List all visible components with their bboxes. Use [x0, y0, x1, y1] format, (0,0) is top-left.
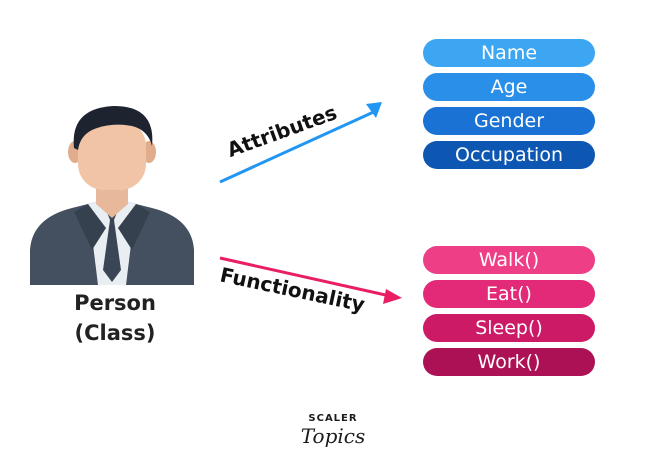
attribute-pill-name: Name: [423, 39, 595, 67]
method-pill-sleep: Sleep(): [423, 314, 595, 342]
scaler-topics-logo: SCALER Topics: [293, 412, 373, 460]
functionality-arrow: [219, 256, 402, 304]
attribute-pill-occupation: Occupation: [423, 141, 595, 169]
person-label-line1: Person: [74, 291, 156, 315]
person-label-line2: (Class): [74, 321, 156, 345]
attributes-arrow: [219, 102, 382, 184]
logo-line2: Topics: [300, 424, 366, 448]
method-pill-work: Work(): [423, 348, 595, 376]
method-pill-walk: Walk(): [423, 246, 595, 274]
person-avatar-icon: [30, 106, 194, 285]
methods-list: Walk() Eat() Sleep() Work(): [423, 246, 595, 382]
method-pill-eat: Eat(): [423, 280, 595, 308]
attributes-list: Name Age Gender Occupation: [423, 39, 595, 175]
attribute-pill-age: Age: [423, 73, 595, 101]
attribute-pill-gender: Gender: [423, 107, 595, 135]
logo-line1: SCALER: [308, 413, 358, 424]
